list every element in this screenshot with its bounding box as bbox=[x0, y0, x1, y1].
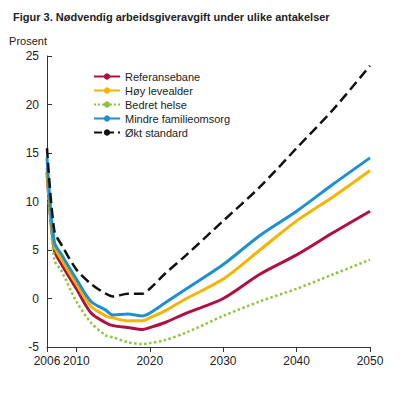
svg-text:Figur 3. Nødvendig arbeidsgive: Figur 3. Nødvendig arbeidsgiveravgift un… bbox=[13, 11, 330, 23]
svg-text:Prosent: Prosent bbox=[9, 35, 47, 47]
svg-text:25: 25 bbox=[26, 49, 40, 63]
svg-text:Referansebane: Referansebane bbox=[125, 71, 200, 83]
svg-text:2040: 2040 bbox=[283, 354, 310, 368]
svg-text:-5: -5 bbox=[28, 340, 39, 354]
svg-text:2020: 2020 bbox=[136, 354, 163, 368]
svg-text:5: 5 bbox=[32, 243, 39, 257]
svg-text:Bedret helse: Bedret helse bbox=[125, 99, 187, 111]
svg-text:Mindre familieomsorg: Mindre familieomsorg bbox=[125, 113, 230, 125]
svg-text:2030: 2030 bbox=[210, 354, 237, 368]
svg-text:2010: 2010 bbox=[63, 354, 90, 368]
svg-text:Høy levealder: Høy levealder bbox=[125, 85, 193, 97]
svg-text:0: 0 bbox=[32, 292, 39, 306]
svg-text:20: 20 bbox=[26, 98, 40, 112]
svg-text:2050: 2050 bbox=[357, 354, 384, 368]
svg-text:10: 10 bbox=[26, 195, 40, 209]
svg-text:15: 15 bbox=[26, 146, 40, 160]
svg-text:2006: 2006 bbox=[34, 354, 61, 368]
svg-text:Økt standard: Økt standard bbox=[125, 127, 188, 139]
